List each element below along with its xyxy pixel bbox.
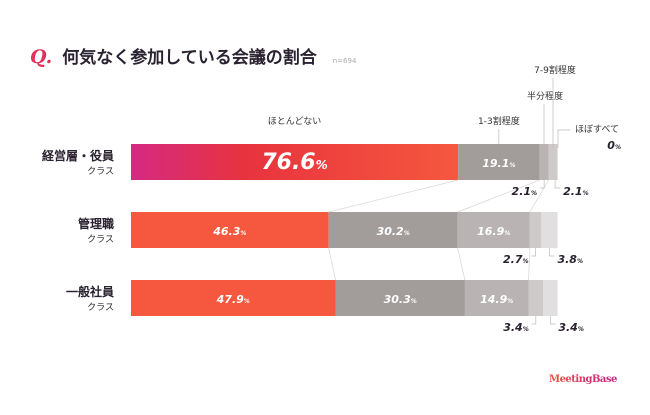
- data-label: 16.9%: [477, 225, 510, 238]
- bar-segment: [541, 212, 558, 248]
- data-label: 47.9%: [216, 293, 250, 306]
- category-sublabel: クラス: [87, 234, 114, 245]
- bar-segment: [131, 280, 336, 316]
- bar-segment: [464, 280, 529, 316]
- meetingbase-logo: MeetingBase: [549, 374, 617, 385]
- connector-line: [457, 179, 540, 213]
- data-label: 76.6%: [261, 150, 327, 175]
- bar-segment: [131, 144, 459, 180]
- data-label: 19.1%: [482, 157, 515, 170]
- data-label: 2.1%: [563, 185, 589, 198]
- category-sublabel: クラス: [87, 302, 114, 313]
- data-label: 30.3%: [384, 293, 417, 306]
- series-label: ほぼすべて: [575, 124, 619, 135]
- question-mark-label: Q.: [30, 46, 53, 68]
- series-label: ほとんどない: [268, 116, 322, 127]
- data-label: 3.8%: [557, 253, 583, 266]
- leader-line: [531, 316, 537, 325]
- data-label: 14.9%: [480, 293, 513, 306]
- bar-segment: [457, 212, 530, 248]
- category-label: 経営層・役員: [42, 148, 114, 163]
- category-sublabel: クラス: [87, 166, 114, 177]
- leader-line: [549, 316, 556, 325]
- data-label: 0%: [607, 139, 621, 152]
- bar-segment: [528, 280, 544, 316]
- bar-segment: [543, 280, 558, 316]
- leader-line: [531, 248, 536, 257]
- category-label: 一般社員: [66, 284, 114, 299]
- connector-line: [328, 179, 459, 213]
- leader-line: [549, 248, 555, 257]
- bar-segment: [529, 212, 542, 248]
- sample-size: n=694: [332, 57, 357, 65]
- bar-segment: [458, 144, 540, 180]
- data-label: 2.1%: [512, 185, 538, 198]
- leader-line: [554, 180, 561, 189]
- connector-line: [528, 247, 531, 281]
- series-label: 1-3割程度: [478, 115, 520, 127]
- connector-line: [529, 179, 549, 213]
- chart-title: Q. 何気なく参加している会議の割合 n=694: [30, 43, 356, 68]
- connector-line: [328, 247, 336, 281]
- data-label: 30.2%: [377, 225, 410, 238]
- connector-line: [457, 247, 466, 281]
- bar-segment: [131, 212, 329, 248]
- data-label: 3.4%: [558, 321, 584, 334]
- bar-segment: [335, 280, 465, 316]
- data-label: 2.7%: [503, 253, 529, 266]
- series-label: 7-9割程度: [534, 64, 576, 76]
- leader-line: [557, 129, 570, 148]
- bar-segment: [539, 144, 549, 180]
- data-label: 46.3%: [212, 225, 246, 238]
- leader-line: [540, 180, 545, 189]
- bar-segment: [328, 212, 458, 248]
- title-text: 何気なく参加している会議の割合: [62, 48, 317, 68]
- bar-segment: [548, 144, 558, 180]
- series-label: 半分程度: [527, 90, 563, 102]
- category-label: 管理職: [78, 216, 114, 231]
- data-label: 3.4%: [503, 321, 529, 334]
